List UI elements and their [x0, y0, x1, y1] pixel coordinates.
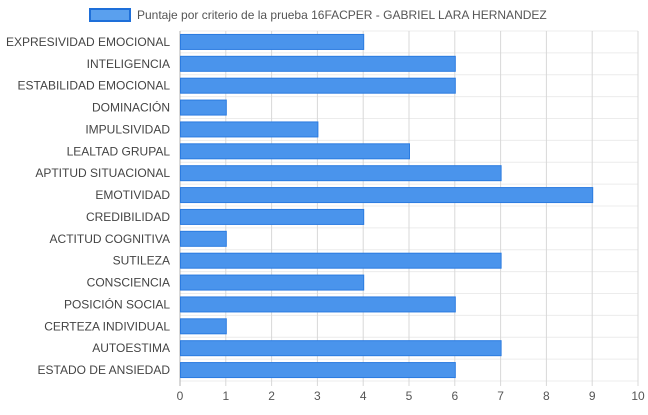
legend-swatch	[89, 8, 131, 22]
bar[interactable]	[180, 121, 319, 138]
x-tick-label: 5	[406, 389, 413, 403]
category-label: CONSCIENCIA	[87, 276, 170, 290]
x-tick-label: 10	[631, 389, 645, 403]
x-tick-label: 1	[222, 389, 229, 403]
bar[interactable]	[180, 33, 365, 50]
grid	[179, 30, 639, 386]
category-label: CERTEZA INDIVIDUAL	[44, 319, 170, 333]
x-tick-label: 0	[177, 389, 184, 403]
bar[interactable]	[180, 143, 410, 160]
bar[interactable]	[180, 230, 227, 247]
category-label: EXPRESIVIDAD EMOCIONAL	[6, 35, 170, 49]
x-tick-label: 8	[543, 389, 550, 403]
category-label: EMOTIVIDAD	[95, 188, 170, 202]
x-tick-label: 2	[268, 389, 275, 403]
bar[interactable]	[180, 296, 456, 313]
category-label: ACTITUD COGNITIVA	[50, 232, 170, 246]
category-label: ESTABILIDAD EMOCIONAL	[18, 79, 171, 93]
category-label: ESTADO DE ANSIEDAD	[38, 363, 171, 377]
category-label: INTELIGENCIA	[87, 57, 170, 71]
bar[interactable]	[180, 252, 502, 269]
category-label: AUTOESTIMA	[92, 341, 170, 355]
bar[interactable]	[180, 99, 227, 116]
x-tick-label: 6	[451, 389, 458, 403]
bar[interactable]	[180, 340, 502, 357]
bar[interactable]	[180, 274, 365, 291]
category-label: IMPULSIVIDAD	[85, 122, 170, 136]
bar[interactable]	[180, 55, 456, 72]
x-tick-label: 4	[360, 389, 367, 403]
category-label: SUTILEZA	[113, 254, 170, 268]
bars	[180, 33, 594, 379]
bar[interactable]	[180, 187, 594, 204]
category-label: DOMINACIÓN	[92, 100, 170, 115]
bar[interactable]	[180, 208, 365, 225]
x-tick-label: 3	[314, 389, 321, 403]
category-label: POSICIÓN SOCIAL	[64, 296, 170, 311]
category-labels: EXPRESIVIDAD EMOCIONAL INTELIGENCIA ESTABI…	[6, 35, 170, 377]
bar[interactable]	[180, 318, 227, 335]
x-tick-labels: 0 1 2 3 4 5 6 7 8 9 10	[177, 389, 645, 403]
category-label: CREDIBILIDAD	[86, 210, 170, 224]
category-label: APTITUD SITUACIONAL	[35, 166, 170, 180]
bar[interactable]	[180, 165, 502, 182]
category-label: LEALTAD GRUPAL	[67, 144, 171, 158]
bar[interactable]	[180, 77, 456, 94]
x-tick-label: 7	[497, 389, 504, 403]
legend-label: Puntaje por criterio de la prueba 16FACP…	[137, 8, 547, 22]
x-tick-label: 9	[589, 389, 596, 403]
bar[interactable]	[180, 362, 456, 379]
legend[interactable]: Puntaje por criterio de la prueba 16FACP…	[89, 8, 547, 22]
